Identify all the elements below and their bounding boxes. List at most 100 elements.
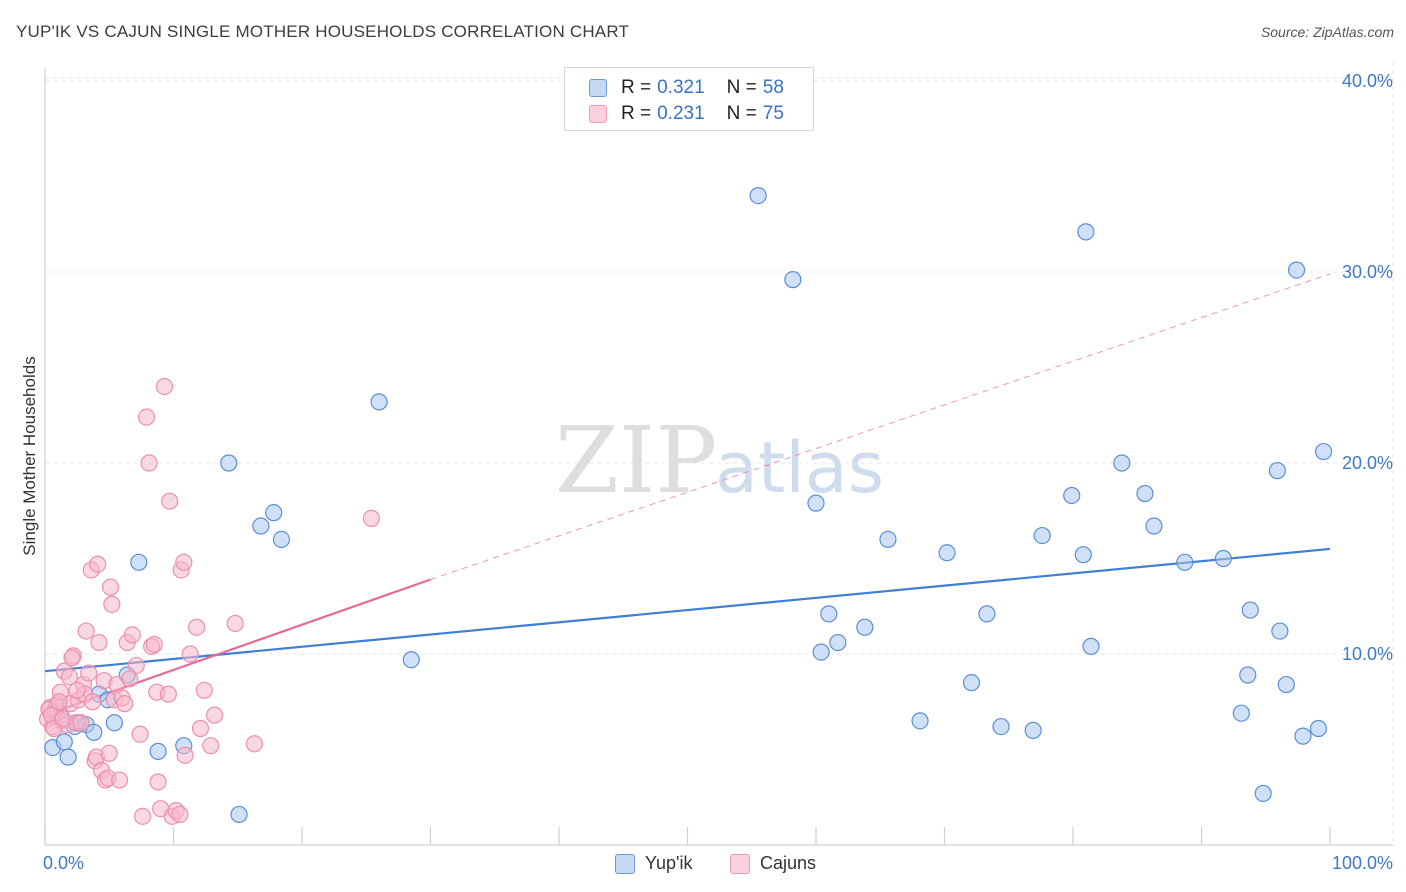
gridlines (45, 62, 1394, 845)
watermark-zip: ZIP (555, 407, 717, 514)
yupik-point (978, 605, 996, 623)
y-tick-label: 30.0% (1342, 262, 1393, 282)
yupik-point (938, 544, 956, 562)
watermark-atlas: atlas (715, 427, 884, 509)
cajun-point (121, 670, 139, 688)
yupik-point (1214, 549, 1232, 568)
yupik-point (807, 494, 825, 512)
cajun-point (181, 645, 199, 663)
y-tick-label: 40.0% (1342, 71, 1393, 91)
yupik-point (856, 618, 874, 636)
yupik-point (829, 633, 847, 652)
y-axis-label: Single Mother Households (20, 356, 39, 555)
yupik-point (911, 712, 929, 730)
r-label: R = (621, 77, 652, 98)
legend-item-yupik[interactable]: Yup'ik (615, 853, 692, 874)
cajun-point (191, 719, 210, 738)
cajun-point (176, 746, 194, 764)
cajun-point (159, 685, 177, 703)
cajun-point (116, 695, 134, 713)
yupik-point (1268, 462, 1286, 480)
yupik-trend-line (44, 547, 1331, 673)
y-tick-label: 10.0% (1342, 644, 1393, 664)
cajun-point (103, 595, 121, 613)
yupik-point (130, 553, 148, 571)
cajun-point (188, 618, 206, 636)
yupik-point (1082, 637, 1100, 655)
yupik-point (812, 643, 830, 661)
legend-row-yupik: R = 0.321 N = 58 (589, 76, 784, 100)
yupik-swatch (589, 79, 607, 97)
yupik-point (1113, 454, 1131, 472)
n-value: 58 (762, 77, 784, 98)
cajun-point (140, 454, 158, 472)
cajun-trend-line-extension (430, 273, 1331, 580)
cajun-point (155, 378, 174, 396)
r-label: R = (621, 103, 652, 124)
yupik-point (230, 805, 248, 824)
yupik-point (1136, 484, 1154, 503)
legend-row-cajun: R = 0.231 N = 75 (589, 102, 784, 126)
yupik-point (879, 530, 897, 549)
yupik-point (1314, 442, 1333, 461)
yupik-point (105, 714, 123, 732)
correlation-legend: R = 0.321 N = 58 R = 0.231 N = 75 (564, 67, 814, 131)
yupik-point (220, 454, 238, 472)
cajun-point (226, 614, 244, 633)
yupik-point (1277, 675, 1295, 694)
n-label: N = (726, 103, 757, 124)
yupik-point (749, 187, 767, 205)
yupik-point (55, 733, 73, 751)
yupik-point (59, 748, 77, 766)
yupik-point (1254, 784, 1272, 803)
cajun-point (100, 744, 118, 762)
legend-item-cajuns[interactable]: Cajuns (730, 853, 816, 874)
yupik-point (962, 674, 981, 692)
yupik-point (370, 393, 388, 411)
cajun-point (101, 578, 120, 596)
yupik-point (1024, 721, 1042, 740)
yupik-point (1241, 601, 1259, 619)
cajun-point (175, 553, 193, 571)
cajun-point (60, 668, 79, 686)
legend-label: Yup'ik (645, 853, 693, 873)
cajun-point (68, 681, 86, 699)
yupik-point (1145, 517, 1163, 535)
cajun-point (206, 706, 224, 724)
yupik-point (1033, 526, 1051, 545)
yupik-swatch (615, 853, 635, 874)
cajun-swatch (730, 853, 750, 874)
yupik-point (402, 651, 420, 669)
y-tick-label: 20.0% (1342, 453, 1393, 473)
yupik-point (1287, 261, 1306, 279)
cajun-point (137, 408, 156, 426)
yupik-point (1239, 666, 1257, 684)
legend-label: Cajuns (760, 853, 817, 873)
tick-labels: 10.0% 20.0% 30.0% 40.0% 0.0% 100.0% (43, 71, 1393, 873)
cajun-point (362, 509, 380, 527)
x-tick-label-min: 0.0% (43, 853, 84, 873)
n-value: 75 (762, 103, 784, 124)
cajun-point (63, 649, 81, 667)
cajun-point (145, 635, 163, 654)
cajun-point (245, 735, 264, 753)
yupik-point (1271, 622, 1289, 640)
yupik-point (149, 742, 167, 761)
cajun-point (149, 773, 167, 791)
yupik-point (1232, 704, 1250, 722)
yupik-point (265, 504, 283, 522)
yupik-point (1074, 546, 1092, 564)
cajun-point (110, 771, 129, 789)
yupik-point (1294, 727, 1312, 745)
cajun-point (123, 626, 141, 644)
cajun-point (202, 737, 220, 755)
cajun-point (131, 725, 149, 743)
yupik-point (1176, 553, 1194, 571)
cajun-point (195, 681, 213, 699)
r-value: 0.321 (657, 77, 705, 98)
cajun-point (171, 805, 189, 824)
cajun-point (161, 492, 179, 510)
yupik-point (1309, 719, 1328, 738)
cajun-point (90, 633, 108, 652)
